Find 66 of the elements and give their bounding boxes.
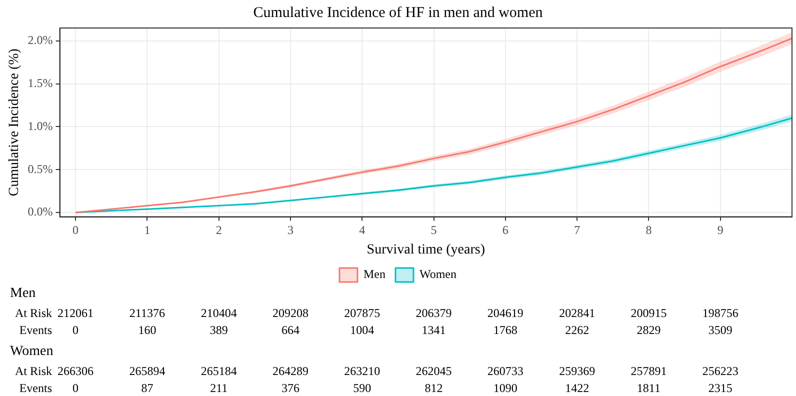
text: 209208: [272, 306, 308, 321]
text: 198756: [702, 306, 738, 321]
text: 265184: [200, 364, 237, 379]
text: 266306: [58, 364, 94, 379]
text: 2262: [565, 323, 590, 338]
x-tick-label: 2: [216, 223, 222, 238]
legend-label: Men: [363, 267, 386, 282]
y-tick-label: 2.0%: [28, 33, 53, 48]
text: 210404: [200, 306, 237, 321]
legend-label: Women: [419, 267, 457, 282]
x-tick-label: 9: [717, 223, 724, 238]
text: 3509: [708, 323, 732, 338]
text: 265894: [129, 364, 166, 379]
text: 0: [72, 381, 79, 396]
text: 263210: [344, 364, 380, 379]
text: 664: [281, 323, 300, 338]
text: At Risk: [14, 364, 52, 379]
text: 256223: [702, 364, 738, 379]
text: At Risk: [14, 306, 52, 321]
text: Events: [19, 323, 52, 338]
text: 1422: [565, 381, 590, 396]
y-tick-label: 0.5%: [28, 162, 53, 176]
x-tick-label: 4: [359, 223, 366, 238]
text: 200915: [630, 306, 667, 321]
text: 207875: [344, 306, 380, 321]
text: 0: [72, 323, 79, 338]
text: 590: [353, 381, 372, 396]
x-tick-label: 7: [574, 223, 580, 238]
text: 812: [424, 381, 443, 396]
text: 204619: [487, 306, 524, 321]
text: 202841: [559, 306, 596, 321]
text: Men: [10, 286, 36, 302]
text: 1811: [636, 381, 660, 396]
text: 212061: [58, 306, 94, 321]
text: 211: [210, 381, 228, 396]
text: 211376: [129, 306, 165, 321]
text: 2315: [708, 381, 732, 396]
text: 389: [210, 323, 228, 338]
text: Events: [19, 381, 52, 396]
x-tick-label: 8: [646, 223, 652, 238]
y-axis-title: Cumulative Incidence (%): [7, 48, 22, 196]
y-tick-label: 1.0%: [28, 118, 53, 133]
x-tick-label: 1: [144, 223, 150, 238]
chart-title: Cumulative Incidence of HF in men and women: [253, 4, 544, 21]
text: 160: [138, 323, 156, 338]
x-tick-label: 3: [287, 223, 294, 238]
text: 1004: [350, 323, 374, 338]
text: 87: [141, 381, 154, 396]
x-axis-title: Survival time (years): [366, 242, 486, 258]
y-tick-label: 1.5%: [28, 76, 53, 90]
text: 1768: [493, 323, 518, 338]
text: 1341: [422, 323, 446, 338]
text: 1090: [493, 381, 518, 396]
y-tick-label: 0.0%: [28, 204, 53, 219]
x-tick-label: 0: [72, 223, 79, 238]
text: 260733: [487, 364, 524, 379]
text: 376: [281, 381, 300, 396]
text: 259369: [559, 364, 596, 379]
text: 257891: [630, 364, 667, 379]
text: 264289: [272, 364, 308, 379]
x-tick-label: 5: [430, 223, 437, 238]
text: 262045: [416, 364, 452, 379]
x-tick-label: 6: [502, 223, 508, 238]
text: Women: [10, 344, 54, 360]
text: 2829: [636, 323, 661, 338]
text: 206379: [416, 306, 452, 321]
